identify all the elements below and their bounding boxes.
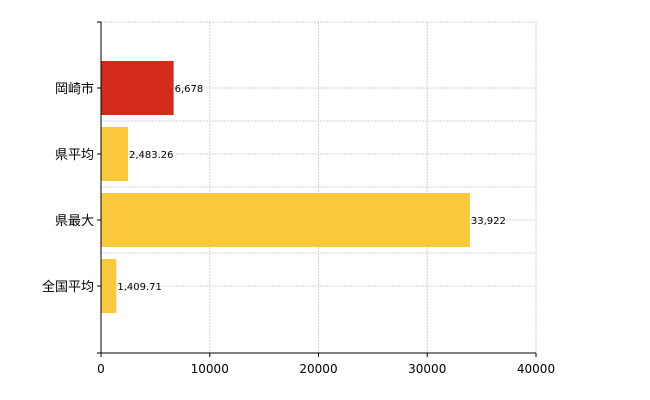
labels: 6,678 岡崎市 2,483.26 県平均 33,922 県最大 1,409.71 全国平均… (42, 81, 555, 376)
category-label-0: 岡崎市 (55, 81, 94, 97)
x-tick-label-0: 0 (97, 362, 105, 376)
x-tick-label-1: 10000 (191, 362, 229, 376)
data-label-1: 2,483.26 (129, 150, 174, 161)
x-tick-label-2: 20000 (299, 362, 337, 376)
category-label-1: 県平均 (55, 148, 94, 163)
data-label-2: 33,922 (471, 216, 506, 227)
bar-1 (101, 127, 129, 181)
category-label-2: 県最大 (55, 214, 94, 229)
axes (97, 21, 537, 357)
category-label-3: 全国平均 (42, 279, 94, 295)
data-label-0: 6,678 (175, 84, 204, 95)
x-tick-label-4: 40000 (517, 362, 555, 376)
bars (101, 61, 470, 313)
bar-2 (101, 193, 470, 247)
x-tick-label-3: 30000 (408, 362, 446, 376)
data-label-3: 1,409.71 (117, 282, 162, 293)
bar-0 (101, 61, 174, 115)
bar-3 (101, 259, 117, 313)
